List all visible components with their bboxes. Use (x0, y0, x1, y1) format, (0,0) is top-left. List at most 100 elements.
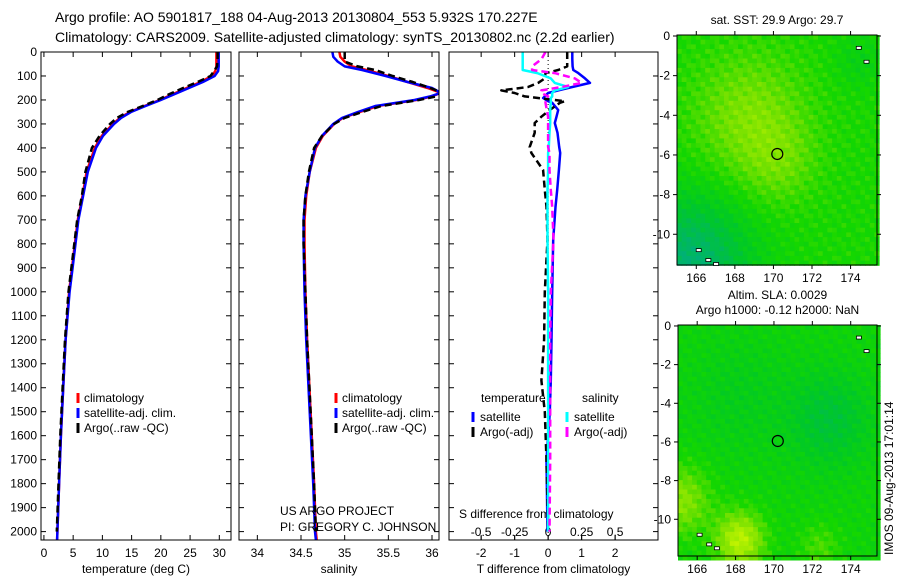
map-cell (772, 390, 778, 396)
map-cell (700, 67, 706, 74)
map-cell (762, 466, 768, 472)
map-cell (776, 437, 782, 443)
map-cell (762, 545, 768, 552)
map-cell (800, 545, 806, 552)
map-cell (748, 367, 754, 373)
map-cell (846, 260, 852, 266)
map-cell (851, 367, 858, 373)
map-cell (695, 241, 701, 247)
map-cell (808, 194, 814, 200)
map-cell (728, 124, 734, 130)
map-cell (729, 419, 735, 425)
map-cell (766, 246, 772, 252)
map-cell (738, 58, 744, 64)
map-cell (803, 53, 810, 59)
map-cell (757, 437, 764, 443)
map-cell (714, 49, 720, 55)
map-cell (706, 343, 712, 349)
map-cell (761, 255, 767, 262)
map-cell (753, 390, 759, 396)
map-cell (842, 343, 848, 349)
map-cell (814, 339, 820, 345)
map-cell (828, 357, 834, 364)
map-cell (809, 325, 815, 331)
map-cell (804, 527, 811, 533)
map-cell (804, 456, 811, 462)
map-cell (739, 541, 745, 547)
map-cell (714, 208, 720, 215)
map-cell (733, 63, 739, 69)
map-cell (753, 419, 759, 425)
map-cell (709, 100, 716, 106)
map-cell (724, 227, 730, 233)
island-marker (855, 45, 862, 50)
map-cell (747, 251, 753, 257)
map-cell (687, 498, 693, 505)
map-cell (794, 86, 800, 92)
map-cell (720, 404, 726, 411)
map-cell (701, 400, 707, 406)
map-cell (733, 119, 739, 125)
map-cell (781, 475, 787, 481)
map-cell (832, 157, 838, 163)
map-cell (753, 494, 759, 500)
map-cell (747, 208, 753, 215)
map-cell (861, 362, 867, 368)
map-cell (725, 517, 731, 523)
map-cell (695, 223, 701, 229)
map-cell (832, 204, 838, 210)
map-cell (786, 339, 792, 345)
map-cell (856, 517, 862, 523)
map-cell (799, 67, 805, 74)
map-cell (742, 255, 748, 262)
map-cell (772, 400, 778, 406)
map-cell (781, 372, 787, 378)
map-cell (743, 484, 749, 490)
map-cell (752, 35, 758, 41)
map-cell (808, 204, 814, 210)
map-cell (803, 72, 810, 78)
map-cell (678, 376, 684, 382)
map-cell (776, 550, 782, 556)
map-cell (739, 545, 745, 552)
map-cell (771, 105, 777, 111)
map-cell (748, 494, 754, 500)
map-cell (687, 414, 693, 420)
map-cell (781, 527, 787, 533)
map-cell (775, 152, 781, 158)
map-cell (799, 218, 805, 224)
map-cell (720, 451, 726, 458)
map-cell (861, 428, 867, 434)
map-cell (846, 237, 852, 243)
map-cell (832, 208, 838, 215)
map-cell (789, 213, 795, 219)
map-cell (743, 414, 749, 420)
map-cell (804, 503, 811, 509)
map-cell (869, 147, 875, 153)
map-cell (686, 241, 692, 247)
map-cell (860, 241, 866, 247)
map-cell (799, 110, 805, 116)
map-cell (861, 381, 867, 387)
map-cell (743, 541, 749, 547)
map-cell (715, 541, 721, 547)
map-cell (813, 180, 819, 186)
map-cell (752, 58, 758, 64)
map-cell (728, 223, 734, 229)
map-cell (696, 461, 702, 467)
map-cell (819, 433, 825, 439)
map-cell (823, 395, 829, 401)
map-cell (847, 480, 853, 486)
map-cell (734, 343, 740, 349)
map-cell (725, 513, 731, 519)
map-cell (756, 124, 763, 130)
map-cell (813, 237, 819, 243)
map-cell (851, 522, 858, 528)
map-cell (804, 409, 811, 415)
map-cell (734, 442, 740, 448)
map-cell (681, 58, 687, 64)
map-cell (819, 517, 825, 523)
map-cell (692, 475, 698, 481)
map-cell (728, 129, 734, 135)
map-cell (780, 218, 786, 224)
